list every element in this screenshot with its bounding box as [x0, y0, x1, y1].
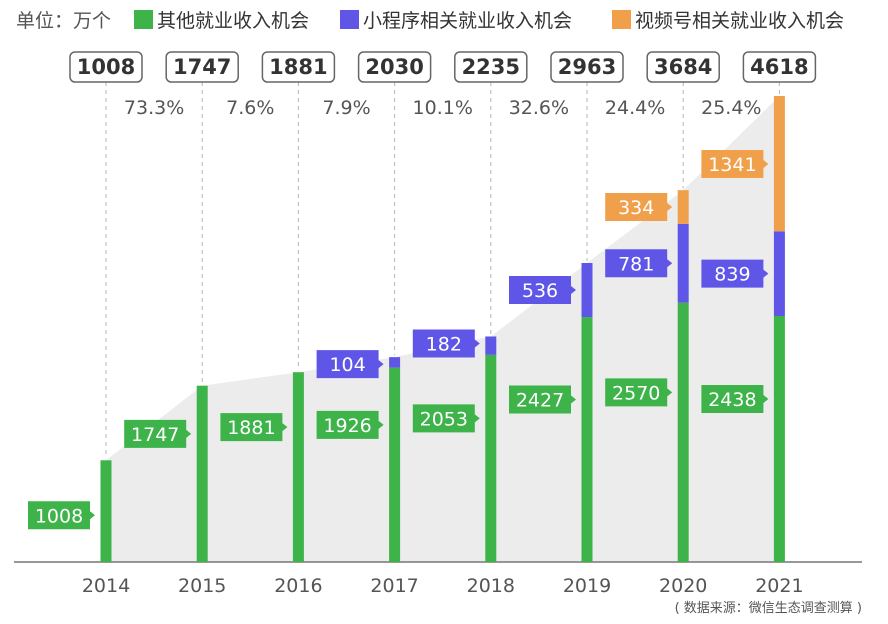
plot-area: 2014 2015 2016 2017 2018 2019 2020 2021 1008 1747… [14, 51, 862, 597]
total-label: 2963 [558, 55, 616, 79]
value-tag [701, 150, 769, 178]
growth-rate-label: 73.3% [124, 97, 184, 119]
x-tick-label: 2016 [274, 575, 322, 597]
value-tag [509, 276, 576, 305]
total-box [357, 51, 432, 83]
bar-segment [292, 372, 304, 562]
value-tag-label: 182 [426, 333, 462, 355]
value-tag [412, 329, 480, 358]
value-tag [124, 419, 192, 448]
value-tag-label: 2438 [708, 389, 756, 411]
total-label: 2030 [365, 55, 423, 79]
bar-segment [773, 315, 785, 562]
value-tag-label: 2427 [516, 390, 564, 412]
value-tag-label: 2053 [420, 408, 468, 430]
value-tag [605, 193, 673, 222]
total-box [261, 51, 336, 83]
bar-segment [773, 96, 785, 232]
value-tag-label: 104 [329, 354, 365, 376]
total-label: 1881 [269, 55, 327, 79]
chart-legend: 单位：万个 其他就业收入机会 小程序相关就业收入机会 视频号相关就业收入机会 [16, 10, 844, 32]
legend-swatch-video [612, 10, 631, 29]
value-tag [28, 501, 95, 530]
value-tag [701, 384, 769, 413]
total-box [646, 51, 720, 83]
value-tag-label: 1926 [323, 415, 371, 437]
bar-segment [677, 190, 689, 224]
total-label: 1008 [77, 55, 135, 79]
x-tick-label: 2015 [178, 575, 226, 597]
value-tag-label: 781 [618, 253, 654, 275]
legend-label-other: 其他就业收入机会 [157, 10, 309, 32]
bar-segment [677, 223, 689, 303]
bar-segment [485, 354, 497, 562]
value-tag [701, 259, 769, 288]
total-box [550, 51, 624, 83]
total-label: 3684 [654, 55, 712, 79]
value-tag-label: 536 [522, 280, 558, 302]
growth-area [106, 96, 780, 562]
total-label: 4618 [750, 55, 808, 79]
x-tick-label: 2020 [659, 575, 707, 597]
total-label: 1747 [173, 55, 231, 79]
bar-segment [581, 263, 593, 318]
x-tick-label: 2018 [467, 575, 515, 597]
value-tag-label: 2570 [612, 382, 660, 404]
growth-rate-label: 25.4% [701, 97, 761, 119]
value-tag [605, 378, 673, 407]
value-tag-label: 1008 [35, 505, 83, 527]
legend-swatch-other [134, 10, 153, 29]
bar-segment [389, 357, 401, 368]
value-tag-label: 1747 [131, 424, 179, 446]
value-tag [605, 249, 673, 278]
total-box [742, 51, 817, 83]
unit-label: 单位：万个 [16, 10, 111, 32]
x-tick-label: 2017 [370, 575, 418, 597]
value-tag [220, 413, 288, 442]
growth-rate-label: 10.1% [413, 97, 473, 119]
source-note: ( 数据来源：微信生态调查测算 ) [675, 601, 862, 616]
bar-segment [677, 302, 689, 562]
value-tag-label: 334 [618, 197, 654, 219]
value-tag-label: 1341 [708, 154, 756, 176]
total-box [69, 51, 143, 83]
value-tag [412, 404, 480, 433]
x-tick-label: 2014 [82, 575, 130, 597]
growth-rate-label: 7.6% [226, 97, 274, 119]
bar-segment [773, 231, 785, 316]
growth-rate-label: 32.6% [509, 97, 569, 119]
total-box [454, 51, 528, 83]
total-label: 2235 [462, 55, 520, 79]
growth-rate-label: 24.4% [605, 97, 665, 119]
legend-swatch-mini [340, 10, 359, 29]
value-tag [316, 410, 384, 439]
bar-segment [485, 336, 497, 355]
bar-segment [389, 367, 401, 562]
value-tag [316, 350, 384, 379]
bar-segment [581, 317, 593, 562]
value-tag-label: 839 [714, 264, 750, 286]
bar-segment [196, 385, 208, 562]
bar-segment [100, 460, 112, 562]
legend-label-video: 视频号相关就业收入机会 [635, 10, 844, 32]
growth-rate-label: 7.9% [322, 97, 370, 119]
legend-label-mini: 小程序相关就业收入机会 [363, 10, 572, 32]
value-tag [509, 385, 576, 414]
value-tag-label: 1881 [227, 417, 275, 439]
x-tick-label: 2021 [755, 575, 803, 597]
x-tick-label: 2019 [563, 575, 611, 597]
total-box [165, 51, 239, 83]
